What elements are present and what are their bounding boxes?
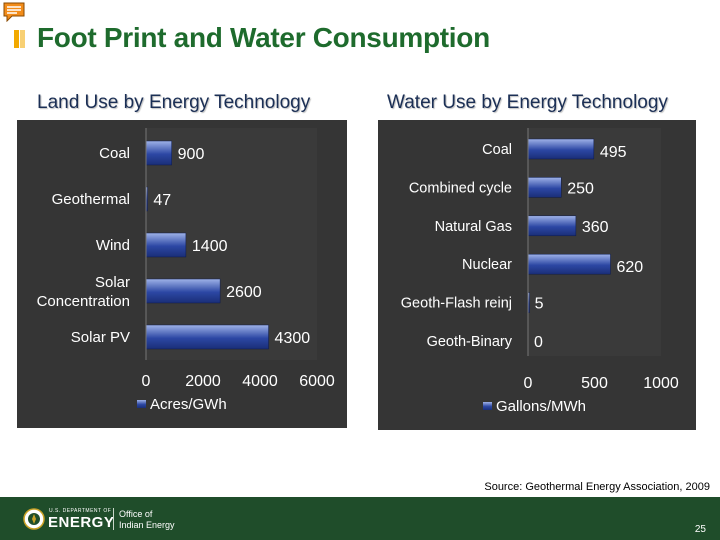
- bar: [145, 140, 172, 166]
- land-chart-svg: Coal 900 Geothermal 47 Wind 1400 Solar Concentr…: [37, 128, 335, 413]
- doe-seal-icon: [23, 508, 45, 530]
- tick-label: 2000: [185, 373, 221, 390]
- footer-divider: [113, 508, 114, 530]
- water-plot-area: [528, 128, 661, 356]
- slide-title: Foot Print and Water Consumption: [37, 22, 490, 53]
- tick-label: 1000: [643, 375, 679, 392]
- tick-label: 6000: [299, 373, 335, 390]
- comment-icon[interactable]: [3, 2, 25, 22]
- water-use-chart-title: Water Use by Energy Technology: [387, 92, 668, 113]
- data-label: 4300: [275, 330, 311, 347]
- data-label: 495: [600, 144, 627, 161]
- tick-label: 0: [524, 375, 533, 392]
- tick-label: 0: [142, 373, 151, 390]
- bar: [145, 232, 187, 258]
- category-label: Nuclear: [462, 257, 512, 273]
- category-label: Geoth-Flash reinj: [401, 296, 512, 312]
- category-label: Natural Gas: [435, 219, 512, 235]
- data-label: 1400: [192, 238, 228, 255]
- category-label: Solar PV: [71, 329, 130, 346]
- land-use-chart: Coal 900 Geothermal 47 Wind 1400 Solar Concentr…: [17, 120, 347, 428]
- category-label: Wind: [96, 237, 130, 254]
- water-chart-svg: Coal 495 Combined cycle 250 Natural Gas 360 Nu…: [401, 128, 679, 415]
- agency-small-label: U.S. DEPARTMENT OF: [49, 508, 112, 514]
- data-label: 360: [582, 219, 609, 236]
- bar: [145, 324, 269, 350]
- legend-swatch: [483, 402, 492, 410]
- source-note: Source: Geothermal Energy Association, 2…: [484, 481, 710, 493]
- tick-label: 4000: [242, 373, 278, 390]
- data-label: 900: [178, 146, 205, 163]
- bar: [527, 138, 595, 160]
- page-number: 25: [694, 524, 706, 535]
- office-line-1: Office of: [119, 509, 153, 519]
- title-accent-bar-secondary: [20, 30, 25, 48]
- land-use-chart-title: Land Use by Energy Technology: [37, 92, 311, 113]
- category-label: Solar Concentration: [37, 274, 130, 310]
- legend-label: Gallons/MWh: [496, 398, 586, 415]
- office-label: Office of Indian Energy: [119, 509, 175, 531]
- category-label: Geoth-Binary: [427, 334, 513, 350]
- bar: [527, 215, 577, 237]
- title-accent-bar: [14, 30, 19, 48]
- data-label: 47: [153, 192, 171, 209]
- tick-label: 500: [581, 375, 608, 392]
- legend-label: Acres/GWh: [150, 396, 227, 413]
- water-use-chart: Coal 495 Combined cycle 250 Natural Gas 360 Nu…: [378, 120, 696, 430]
- data-label: 250: [567, 180, 594, 197]
- data-label: 620: [616, 259, 643, 276]
- data-label: 5: [535, 296, 544, 313]
- data-label: 0: [534, 334, 543, 351]
- category-label: Coal: [99, 145, 130, 162]
- data-label: 2600: [226, 284, 262, 301]
- bar: [145, 278, 221, 304]
- bar: [527, 177, 562, 198]
- office-line-2: Indian Energy: [119, 520, 175, 530]
- footer-bar: U.S. DEPARTMENT OF ENERGY Office of Indi…: [0, 497, 720, 540]
- category-label: Geothermal: [52, 191, 130, 208]
- legend-swatch: [137, 400, 146, 408]
- bar: [527, 253, 611, 275]
- category-label: Combined cycle: [409, 180, 512, 196]
- agency-label: ENERGY: [48, 514, 115, 531]
- category-label: Coal: [482, 142, 512, 158]
